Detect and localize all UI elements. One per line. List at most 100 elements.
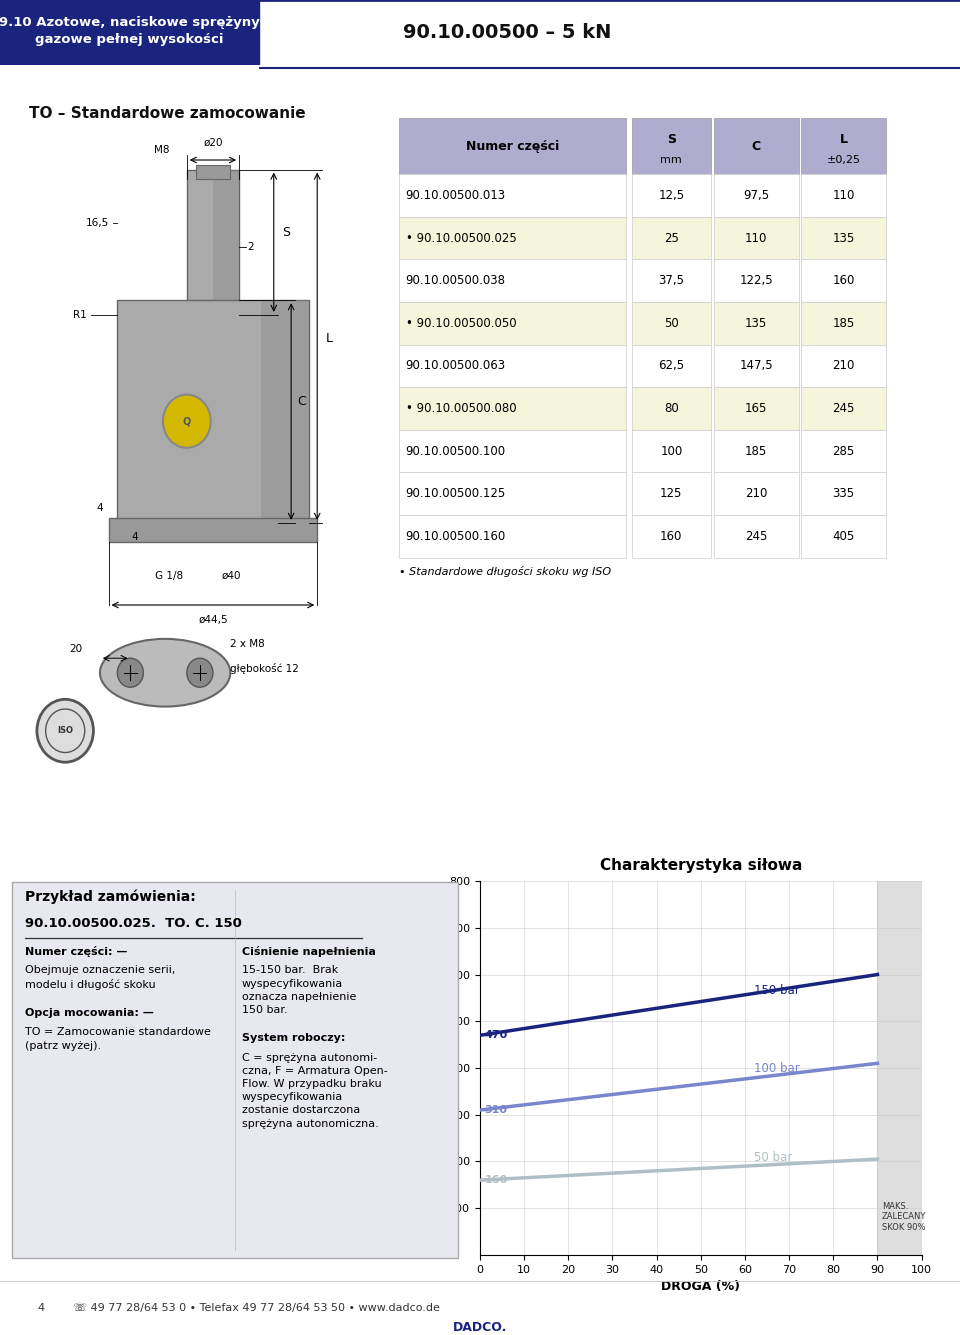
Text: 37,5: 37,5	[659, 274, 684, 287]
Circle shape	[163, 395, 211, 447]
Text: • Standardowe długości skoku wg ISO: • Standardowe długości skoku wg ISO	[399, 566, 612, 577]
Text: Obejmuje oznaczenie serii,
modelu i długość skoku: Obejmuje oznaczenie serii, modelu i dług…	[25, 965, 176, 991]
Bar	[713, 515, 799, 558]
Bar	[713, 174, 799, 216]
Text: 50 bar: 50 bar	[754, 1151, 792, 1164]
Text: TO – Standardowe zamocowanie: TO – Standardowe zamocowanie	[29, 105, 305, 121]
Text: C: C	[752, 140, 760, 152]
Text: 4        ☏ 49 77 28/64 53 0 • Telefax 49 77 28/64 53 50 • www.dadco.de: 4 ☏ 49 77 28/64 53 0 • Telefax 49 77 28/…	[38, 1303, 441, 1314]
Text: 160: 160	[660, 530, 683, 543]
Bar	[802, 117, 886, 174]
Bar	[213, 170, 239, 315]
Bar	[802, 302, 886, 344]
X-axis label: DROGA (%): DROGA (%)	[661, 1280, 740, 1294]
Text: ±0,25: ±0,25	[827, 155, 861, 166]
Bar	[802, 430, 886, 473]
Bar	[632, 387, 711, 430]
Text: Numer części: —: Numer części: —	[25, 947, 128, 957]
Text: 2: 2	[248, 242, 254, 252]
Title: Charakterystyka siłowa: Charakterystyka siłowa	[600, 858, 802, 873]
Text: 125: 125	[660, 487, 683, 501]
Bar	[399, 216, 626, 259]
Text: 97,5: 97,5	[743, 188, 769, 202]
Text: L: L	[325, 332, 333, 346]
Bar	[713, 117, 799, 174]
FancyBboxPatch shape	[12, 882, 458, 1258]
Text: 335: 335	[832, 487, 854, 501]
Bar	[802, 259, 886, 302]
Text: G 1/8: G 1/8	[156, 571, 183, 581]
Text: • 90.10.00500.080: • 90.10.00500.080	[406, 402, 516, 415]
Text: 9.10 Azotowe, naciskowe sprężyny
gazowe pełnej wysokości: 9.10 Azotowe, naciskowe sprężyny gazowe …	[0, 16, 260, 47]
Bar	[802, 473, 886, 515]
Bar	[713, 344, 799, 387]
Text: 90.10.00500.038: 90.10.00500.038	[406, 274, 506, 287]
Text: 80: 80	[664, 402, 679, 415]
Bar	[399, 174, 626, 216]
Circle shape	[187, 658, 213, 688]
Text: Opcja mocowania: —: Opcja mocowania: —	[25, 1008, 155, 1019]
Bar	[399, 473, 626, 515]
Text: 210: 210	[745, 487, 767, 501]
Bar	[399, 302, 626, 344]
Text: 100: 100	[660, 445, 683, 458]
Bar	[713, 387, 799, 430]
Text: ø40: ø40	[222, 571, 241, 581]
Bar	[632, 430, 711, 473]
Bar	[399, 387, 626, 430]
Text: 90.10.00500.013: 90.10.00500.013	[406, 188, 506, 202]
Text: 185: 185	[745, 445, 767, 458]
Text: C = sprężyna autonomi-
czna, F = Armatura Open-
Flow. W przypadku braku
wyspecyf: C = sprężyna autonomi- czna, F = Armatur…	[242, 1052, 388, 1128]
Bar	[399, 259, 626, 302]
Text: Q: Q	[182, 417, 191, 426]
Text: 90.10.00500.125: 90.10.00500.125	[406, 487, 506, 501]
Bar	[713, 216, 799, 259]
Text: 50: 50	[664, 316, 679, 330]
Text: 16,5: 16,5	[85, 218, 108, 228]
Text: 405: 405	[832, 530, 854, 543]
Text: mm: mm	[660, 155, 683, 166]
Text: głębokość 12: głębokość 12	[230, 663, 300, 674]
Bar	[802, 387, 886, 430]
Bar	[713, 473, 799, 515]
Text: TO = Zamocowanie standardowe
(patrz wyżej).: TO = Zamocowanie standardowe (patrz wyże…	[25, 1028, 211, 1051]
Bar	[108, 518, 317, 542]
Bar	[802, 515, 886, 558]
Circle shape	[117, 658, 143, 688]
Text: • 90.10.00500.050: • 90.10.00500.050	[406, 316, 516, 330]
Text: 20: 20	[69, 643, 83, 654]
Text: 90.10.00500 – 5 kN: 90.10.00500 – 5 kN	[403, 23, 612, 43]
Text: System roboczy:: System roboczy:	[242, 1033, 346, 1043]
Bar	[632, 302, 711, 344]
Ellipse shape	[100, 639, 230, 706]
Text: 470: 470	[485, 1031, 508, 1040]
Text: 25: 25	[664, 231, 679, 244]
Bar	[117, 300, 308, 523]
Bar	[713, 302, 799, 344]
Bar	[399, 117, 626, 174]
Bar	[632, 515, 711, 558]
Bar	[713, 430, 799, 473]
Text: 110: 110	[832, 188, 854, 202]
Bar	[632, 216, 711, 259]
Text: L: L	[840, 132, 848, 146]
Bar	[877, 881, 922, 1255]
Bar	[187, 170, 239, 315]
Text: 135: 135	[832, 231, 854, 244]
Text: 4: 4	[97, 503, 104, 513]
Text: 160: 160	[485, 1175, 508, 1185]
Text: ø20: ø20	[204, 138, 223, 148]
Text: R1: R1	[73, 310, 87, 320]
Text: 90.10.00500.160: 90.10.00500.160	[406, 530, 506, 543]
Bar	[802, 344, 886, 387]
Text: 310: 310	[485, 1105, 508, 1115]
Text: 110: 110	[745, 231, 767, 244]
Text: 147,5: 147,5	[739, 359, 773, 372]
Text: 90.10.00500.063: 90.10.00500.063	[406, 359, 506, 372]
Text: ø44,5: ø44,5	[198, 614, 228, 625]
Y-axis label: SIŁA (daN): SIŁA (daN)	[431, 1031, 444, 1105]
Bar	[399, 430, 626, 473]
Bar	[196, 164, 230, 179]
Text: 100 bar: 100 bar	[754, 1063, 800, 1075]
Bar	[399, 515, 626, 558]
